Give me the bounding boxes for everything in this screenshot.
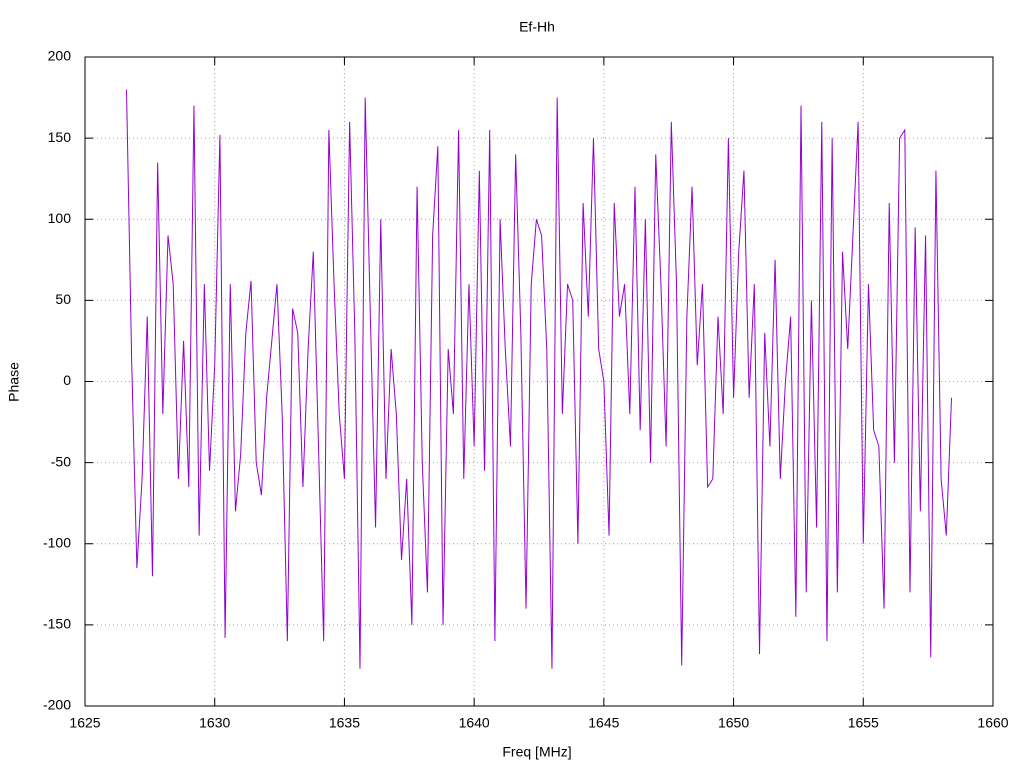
x-tick-label: 1645 <box>588 715 619 731</box>
y-tick-label: -100 <box>43 534 71 550</box>
y-tick-label: 0 <box>63 372 71 388</box>
x-tick-label: 1650 <box>718 715 749 731</box>
x-tick-label: 1635 <box>329 715 360 731</box>
y-tick-label: 100 <box>48 210 72 226</box>
x-tick-label: 1625 <box>69 715 100 731</box>
y-tick-label: 150 <box>48 129 72 145</box>
y-axis-label: Phase <box>6 362 22 402</box>
y-tick-label: -50 <box>51 453 71 469</box>
y-tick-label: 200 <box>48 48 72 64</box>
y-tick-label: -150 <box>43 616 71 632</box>
chart-title: Ef-Hh <box>519 19 555 35</box>
plot-border <box>84 56 994 707</box>
x-tick-label: 1655 <box>848 715 879 731</box>
x-tick-label: 1640 <box>459 715 490 731</box>
x-axis-label: Freq [MHz] <box>502 744 571 760</box>
y-tick-label: 50 <box>55 291 71 307</box>
x-tick-label: 1660 <box>977 715 1008 731</box>
x-tick-label: 1630 <box>199 715 230 731</box>
y-tick-label: -200 <box>43 697 71 713</box>
data-line <box>126 89 952 669</box>
